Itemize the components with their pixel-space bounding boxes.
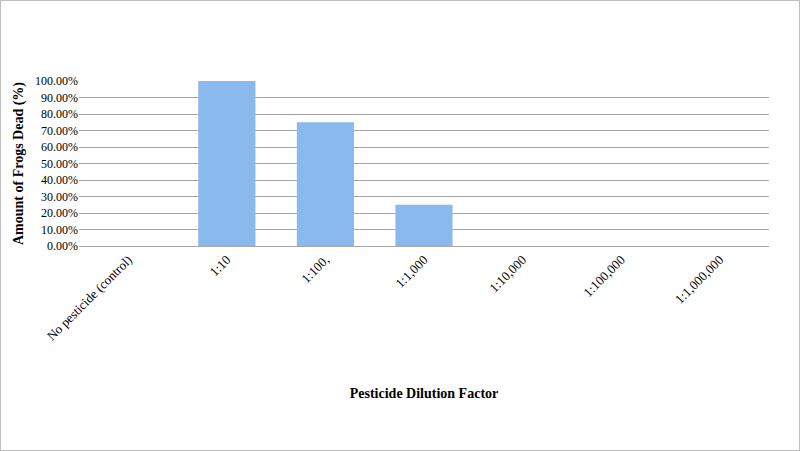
svg-text:20.00%: 20.00% [41,206,78,220]
svg-text:1:100,000: 1:100,000 [580,252,628,300]
svg-text:60.00%: 60.00% [41,140,78,154]
svg-text:0.00%: 0.00% [47,239,78,253]
svg-text:Pesticide Dilution Factor: Pesticide Dilution Factor [350,386,499,401]
svg-text:70.00%: 70.00% [41,124,78,138]
svg-text:1:100,: 1:100, [298,252,332,286]
svg-text:10.00%: 10.00% [41,223,78,237]
svg-text:30.00%: 30.00% [41,190,78,204]
svg-text:Amount of Frogs Dead (%): Amount of Frogs Dead (%) [11,82,27,245]
svg-text:100.00%: 100.00% [35,74,78,88]
svg-text:1:1,000,000: 1:1,000,000 [672,252,727,307]
svg-text:1:1,000: 1:1,000 [392,252,430,290]
svg-text:80.00%: 80.00% [41,107,78,121]
svg-text:90.00%: 90.00% [41,91,78,105]
svg-text:40.00%: 40.00% [41,173,78,187]
svg-text:No pesticide (control): No pesticide (control) [44,252,135,343]
svg-text:1:10: 1:10 [207,252,234,279]
svg-text:1:10,000: 1:10,000 [486,252,529,295]
svg-text:50.00%: 50.00% [41,157,78,171]
